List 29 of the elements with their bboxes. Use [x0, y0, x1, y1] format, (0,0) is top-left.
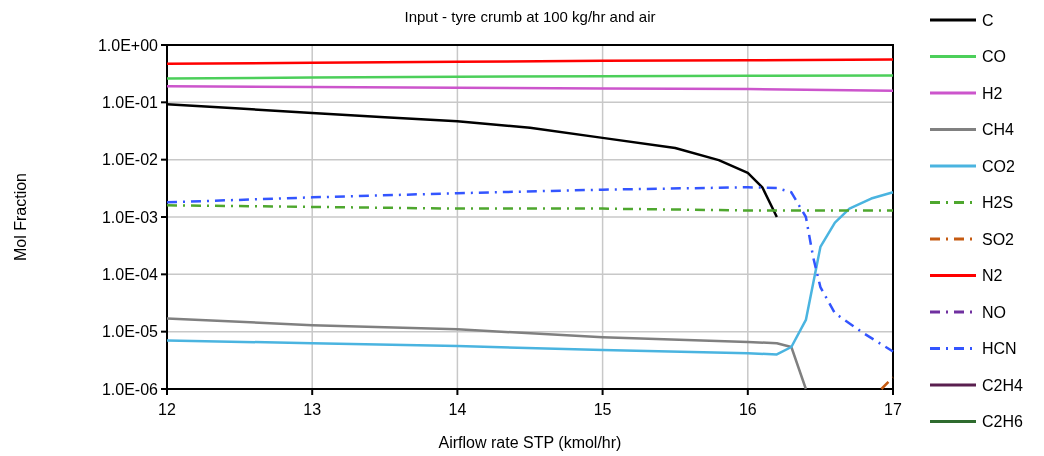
chart-title: Input - tyre crumb at 100 kg/hr and air [404, 8, 656, 25]
legend-label: CH4 [982, 121, 1015, 139]
legend-label: C [982, 11, 994, 29]
legend-label: H2 [982, 84, 1003, 102]
y-tick-label: 1.0E-02 [101, 151, 159, 169]
legend-label: C2H6 [982, 413, 1024, 431]
y-tick-label: 1.0E-03 [101, 208, 159, 226]
y-tick-label: 1.0E-04 [101, 265, 159, 283]
legend-label: CO2 [982, 157, 1015, 175]
y-axis-title: Mol Fraction [12, 172, 29, 262]
legend-label: CO [982, 48, 1006, 66]
legend-label: NO [982, 303, 1006, 321]
legend-label: N2 [982, 267, 1003, 285]
x-tick-label: 17 [884, 401, 902, 418]
x-tick-label: 16 [738, 401, 757, 418]
x-tick-label: 12 [158, 401, 176, 418]
y-tick-label: 1.0E-05 [101, 323, 159, 341]
x-tick-label: 15 [593, 401, 612, 418]
y-tick-label: 1.0E-06 [101, 380, 159, 398]
x-tick-label: 13 [303, 401, 322, 418]
legend-label: HCN [982, 340, 1017, 358]
y-tick-label: 1.0E-01 [101, 93, 159, 111]
legend-label: H2S [982, 194, 1014, 212]
legend-label: C2H4 [982, 376, 1024, 394]
x-tick-label: 14 [448, 401, 467, 418]
x-axis-title: Airflow rate STP (kmol/hr) [438, 434, 622, 451]
line-series [165, 317, 808, 391]
y-tick-label: 1.0E+00 [97, 36, 159, 54]
legend-label: SO2 [982, 230, 1015, 248]
